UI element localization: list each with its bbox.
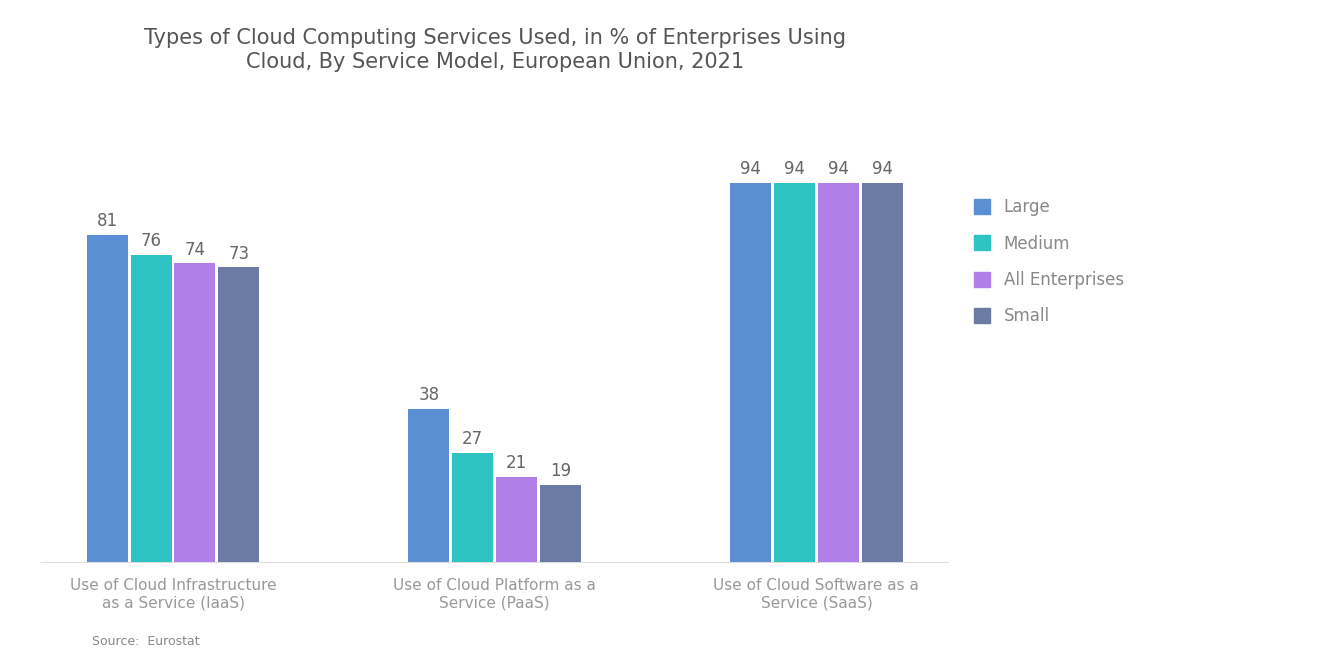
Text: 38: 38 [418,386,440,404]
Text: 94: 94 [871,160,892,178]
Title: Types of Cloud Computing Services Used, in % of Enterprises Using
Cloud, By Serv: Types of Cloud Computing Services Used, … [144,29,846,72]
Bar [408,408,449,562]
Bar [174,263,215,562]
Text: 19: 19 [550,462,572,480]
Bar [862,183,903,562]
Bar [730,183,771,562]
Text: 81: 81 [96,212,117,230]
Text: 94: 94 [741,160,762,178]
Bar [131,255,172,562]
Text: 27: 27 [462,430,483,448]
Bar [774,183,814,562]
Legend: Large, Medium, All Enterprises, Small: Large, Medium, All Enterprises, Small [965,190,1133,334]
Text: 74: 74 [185,241,206,259]
Text: 73: 73 [228,245,249,263]
Bar [218,267,259,562]
Text: 94: 94 [784,160,805,178]
Bar [818,183,859,562]
Text: 94: 94 [828,160,849,178]
Text: 76: 76 [140,233,161,251]
Text: Source:  Eurostat: Source: Eurostat [92,635,201,648]
Bar [87,235,128,562]
Bar [453,453,494,562]
Text: 21: 21 [506,454,527,472]
Bar [540,485,581,562]
Bar [496,477,537,562]
